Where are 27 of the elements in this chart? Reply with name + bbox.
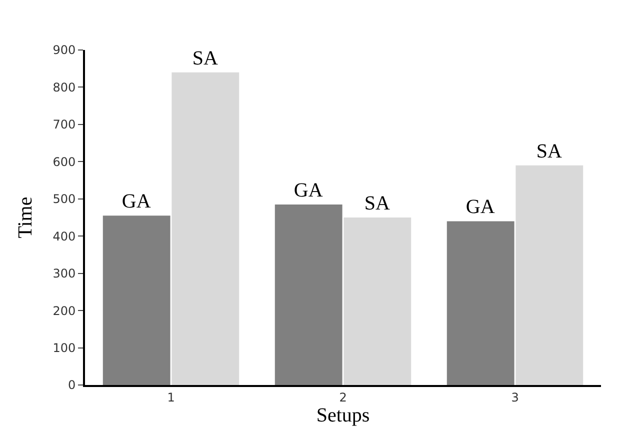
y-tick-label: 400: [52, 229, 76, 244]
bar: [172, 72, 240, 385]
x-tick-label: 1: [167, 390, 175, 404]
y-tick-label: 600: [52, 154, 76, 169]
bar: [274, 204, 342, 385]
y-axis-title: Time: [14, 196, 37, 238]
x-axis-title: Setups: [316, 404, 370, 426]
y-tick-label: 300: [52, 266, 76, 281]
x-tick-label: 2: [339, 390, 347, 404]
y-tick-label: 700: [52, 118, 76, 132]
y-tick-label: 0: [68, 378, 76, 392]
y-tick-label: 900: [52, 43, 76, 58]
series-label: GA: [122, 190, 152, 213]
y-tick-label: 100: [52, 340, 76, 355]
text: GA: [294, 179, 323, 202]
bar: [344, 218, 412, 385]
text: GA: [466, 196, 495, 218]
text: SA: [364, 192, 390, 214]
x-tick-label: 3: [511, 390, 519, 404]
y-tick-label: 800: [52, 80, 76, 94]
text: SA: [536, 140, 562, 162]
y-tick-label: 200: [52, 304, 76, 318]
bar: [102, 216, 170, 385]
bar: [446, 221, 514, 385]
bar: [516, 165, 584, 385]
series-label: SA: [192, 47, 218, 70]
y-tick-label: 500: [52, 192, 76, 206]
